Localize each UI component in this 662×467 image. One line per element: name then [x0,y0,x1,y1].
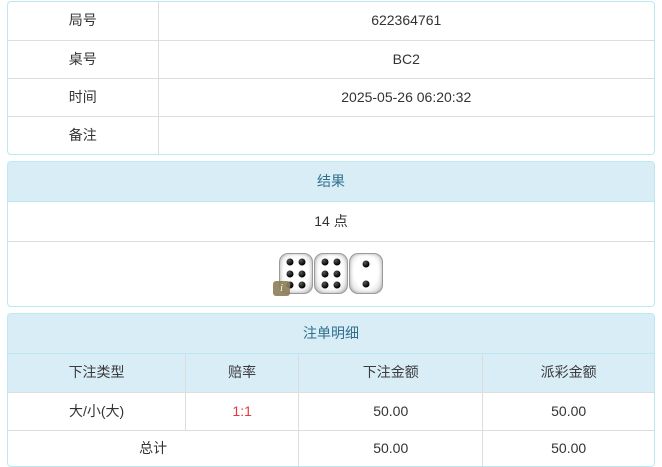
time-value: 2025-05-26 06:20:32 [157,77,654,117]
column-header-bet-type: 下注类型 [8,354,187,393]
payout-amount-cell: 50.00 [482,391,654,431]
die-2-value-6 [314,253,348,294]
remark-row: 备注 [8,115,654,154]
round-id-value: 622364761 [157,2,654,41]
die-pip [321,270,329,277]
bet-details-table: 下注类型 赔率 下注金额 派彩金额 大/小(大) 1:1 50.00 50.00… [8,354,654,466]
bet-details-heading: 注单明细 [8,314,654,354]
result-panel: 结果 14 点 i [7,161,655,307]
die-pip [362,260,370,268]
table-id-label: 桌号 [8,39,159,79]
die-pip [333,258,341,266]
die-pip [298,258,306,266]
table-id-value: BC2 [157,39,654,79]
die-3-value-2 [349,253,383,294]
bet-table-header-row: 下注类型 赔率 下注金额 派彩金额 [8,354,654,393]
round-id-row: 局号 622364761 [8,2,654,41]
die-pip [298,270,306,277]
die-pip [286,270,294,277]
total-bet-amount-cell: 50.00 [298,429,484,466]
odds-cell: 1:1 [185,391,300,431]
table-id-row: 桌号 BC2 [8,39,654,79]
die-pip [321,258,329,266]
result-heading: 结果 [8,162,654,202]
die-1-value-6: i [273,253,313,296]
bet-type-cell: 大/小(大) [8,391,187,431]
result-points: 14 点 [8,202,654,242]
total-payout-amount-cell: 50.00 [482,429,654,466]
dice-row: i [8,242,654,306]
die-pip [286,281,294,289]
column-header-payout-amount: 派彩金额 [482,354,654,393]
game-info-panel: 局号 622364761 桌号 BC2 时间 2025-05-26 06:20:… [7,1,655,155]
die-pip [321,281,329,289]
die-pip [333,281,341,289]
remark-value [157,115,654,154]
total-row: 总计 50.00 50.00 [8,429,654,466]
bet-details-panel: 注单明细 下注类型 赔率 下注金额 派彩金额 大/小(大) 1:1 50.00 … [7,313,655,467]
round-id-label: 局号 [8,2,159,41]
bet-amount-cell: 50.00 [298,391,484,431]
column-header-bet-amount: 下注金额 [298,354,484,393]
column-header-odds: 赔率 [185,354,300,393]
bet-row: 大/小(大) 1:1 50.00 50.00 [8,391,654,431]
time-row: 时间 2025-05-26 06:20:32 [8,77,654,117]
die-pip [298,281,306,289]
remark-label: 备注 [8,115,159,154]
game-info-table: 局号 622364761 桌号 BC2 时间 2025-05-26 06:20:… [8,2,654,154]
die-pip [333,270,341,277]
die-pip [362,280,370,288]
total-label-cell: 总计 [8,429,300,466]
time-label: 时间 [8,77,159,117]
image-info-icon: i [273,281,290,296]
die-pip [286,258,294,266]
